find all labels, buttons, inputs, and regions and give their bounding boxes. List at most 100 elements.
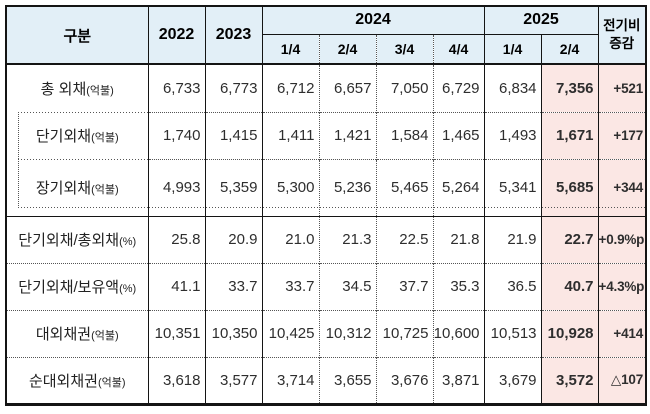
table-header: 구분 2022 2023 2024 2025 전기비 증감 1/4 2/4 3/… — [6, 6, 647, 64]
data-cell: 20.9 — [204, 215, 262, 263]
column-header-2023: 2023 — [204, 6, 262, 64]
change-cell: +521 — [597, 63, 647, 112]
data-cell: 33.7 — [204, 262, 262, 310]
column-group-2025: 2025 — [483, 6, 599, 35]
data-cell: 10,312 — [318, 309, 376, 357]
data-cell: 3,871 — [432, 356, 485, 404]
table-row-long-term-debt: 장기외채(억불) 4,993 5,359 5,300 5,236 5,465 5… — [6, 158, 647, 216]
table-row-net-external-credit: 순대외채권(억불) 3,618 3,577 3,714 3,655 3,676 … — [6, 356, 647, 404]
data-cell: 1,584 — [375, 111, 433, 159]
data-cell: 6,657 — [318, 63, 376, 112]
data-cell: 3,577 — [204, 356, 262, 404]
row-label-unit: (억불) — [91, 132, 119, 144]
data-cell: 4,993 — [147, 158, 205, 216]
data-cell: 3,714 — [261, 356, 319, 404]
data-cell: 37.7 — [375, 262, 433, 310]
external-debt-table: 구분 2022 2023 2024 2025 전기비 증감 1/4 2/4 3/… — [5, 5, 648, 406]
data-cell: 25.8 — [147, 215, 205, 263]
data-cell: 34.5 — [318, 262, 376, 310]
data-cell: 5,465 — [375, 158, 433, 216]
data-cell: 3,679 — [483, 356, 542, 404]
data-cell: 33.7 — [261, 262, 319, 310]
column-header-2024-q2: 2/4 — [318, 34, 376, 64]
data-cell: 35.3 — [432, 262, 485, 310]
data-cell: 21.9 — [483, 215, 542, 263]
data-cell: 5,236 — [318, 158, 376, 216]
table-row-external-credit: 대외채권(억불) 10,351 10,350 10,425 10,312 10,… — [6, 309, 647, 357]
column-header-qoq-change: 전기비 증감 — [597, 6, 647, 64]
data-cell: 10,350 — [204, 309, 262, 357]
data-cell: 1,740 — [147, 111, 205, 159]
data-cell-highlighted: 3,572 — [540, 356, 599, 404]
row-label: 단기외채/총외채(%) — [6, 215, 148, 263]
row-label-text: 순대외채권 — [28, 372, 98, 390]
row-label-unit: (억불) — [91, 183, 119, 196]
change-cell: △107 — [597, 356, 647, 404]
data-cell: 6,729 — [432, 63, 485, 112]
data-cell: 1,493 — [483, 111, 542, 159]
column-header-category: 구분 — [6, 6, 148, 64]
table-row-total-external-debt: 총 외채(억불) 6,733 6,773 6,712 6,657 7,050 6… — [6, 63, 647, 112]
column-group-2024: 2024 — [261, 6, 485, 35]
data-cell: 22.5 — [375, 215, 433, 263]
data-cell: 6,712 — [261, 63, 319, 112]
change-cell: +4.3%p — [597, 262, 647, 310]
change-cell: +0.9%p — [597, 215, 647, 263]
row-label-unit: (%) — [119, 283, 137, 295]
data-cell: 10,600 — [432, 309, 485, 357]
data-cell-highlighted: 22.7 — [540, 215, 599, 263]
data-cell: 10,425 — [261, 309, 319, 357]
row-label-unit: (%) — [119, 236, 137, 248]
data-cell: 3,676 — [375, 356, 433, 404]
data-cell: 21.3 — [318, 215, 376, 263]
data-cell: 5,341 — [483, 158, 542, 216]
column-header-2024-q3: 3/4 — [375, 34, 433, 64]
row-label: 대외채권(억불) — [6, 309, 148, 357]
row-label-unit: (억불) — [91, 330, 119, 342]
data-cell: 10,725 — [375, 309, 433, 357]
data-cell: 10,513 — [483, 309, 542, 357]
row-label-text: 장기외채 — [35, 179, 92, 197]
data-cell: 21.0 — [261, 215, 319, 263]
row-label-text: 단기외채/보유액 — [18, 279, 120, 296]
row-label: 단기외채(억불) — [6, 112, 148, 159]
data-cell-highlighted: 40.7 — [540, 262, 599, 310]
row-label: 단기외채/보유액(%) — [6, 262, 148, 310]
data-cell: 5,300 — [261, 158, 319, 216]
data-cell: 1,411 — [261, 111, 319, 159]
header-row-years: 구분 2022 2023 2024 2025 전기비 증감 — [6, 6, 647, 64]
data-cell: 41.1 — [147, 262, 205, 310]
data-cell: 6,733 — [147, 63, 205, 112]
row-label: 총 외채(억불) — [6, 63, 148, 112]
change-cell: +177 — [597, 111, 647, 159]
row-label-text: 총 외채 — [40, 81, 87, 98]
data-cell: 3,618 — [147, 356, 205, 404]
table-row-short-term-to-reserves-ratio: 단기외채/보유액(%) 41.1 33.7 33.7 34.5 37.7 35.… — [6, 262, 647, 310]
data-cell: 10,351 — [147, 309, 205, 357]
data-cell: 36.5 — [483, 262, 542, 310]
data-cell-highlighted: 7,356 — [540, 63, 599, 112]
row-label: 순대외채권(억불) — [6, 356, 148, 404]
row-label-text: 단기외채 — [35, 128, 92, 145]
table-row-short-term-debt: 단기외채(억불) 1,740 1,415 1,411 1,421 1,584 1… — [6, 111, 647, 159]
data-cell-highlighted: 1,671 — [540, 111, 599, 159]
row-label-text: 대외채권 — [35, 326, 92, 343]
data-cell: 5,264 — [432, 158, 485, 216]
change-cell: +344 — [597, 158, 647, 216]
row-label: 장기외채(억불) — [6, 159, 148, 216]
row-label-text: 단기외채/총외채 — [18, 232, 120, 249]
data-cell: 7,050 — [375, 63, 433, 112]
row-label-unit: (억불) — [97, 376, 126, 389]
data-cell: 5,359 — [204, 158, 262, 216]
data-cell: 21.8 — [432, 215, 485, 263]
data-cell: 1,465 — [432, 111, 485, 159]
table-row-short-term-to-total-ratio: 단기외채/총외채(%) 25.8 20.9 21.0 21.3 22.5 21.… — [6, 215, 647, 263]
data-cell: 1,415 — [204, 111, 262, 159]
column-header-2024-q4: 4/4 — [432, 34, 485, 64]
header-row-quarters: 1/4 2/4 3/4 4/4 1/4 2/4 — [6, 34, 646, 64]
data-cell-highlighted: 5,685 — [540, 158, 599, 216]
data-cell: 6,773 — [204, 63, 262, 112]
row-label-unit: (억불) — [86, 85, 114, 97]
qoq-change-label-line2: 증감 — [609, 36, 635, 51]
table-body: 총 외채(억불) 6,733 6,773 6,712 6,657 7,050 6… — [6, 63, 647, 404]
